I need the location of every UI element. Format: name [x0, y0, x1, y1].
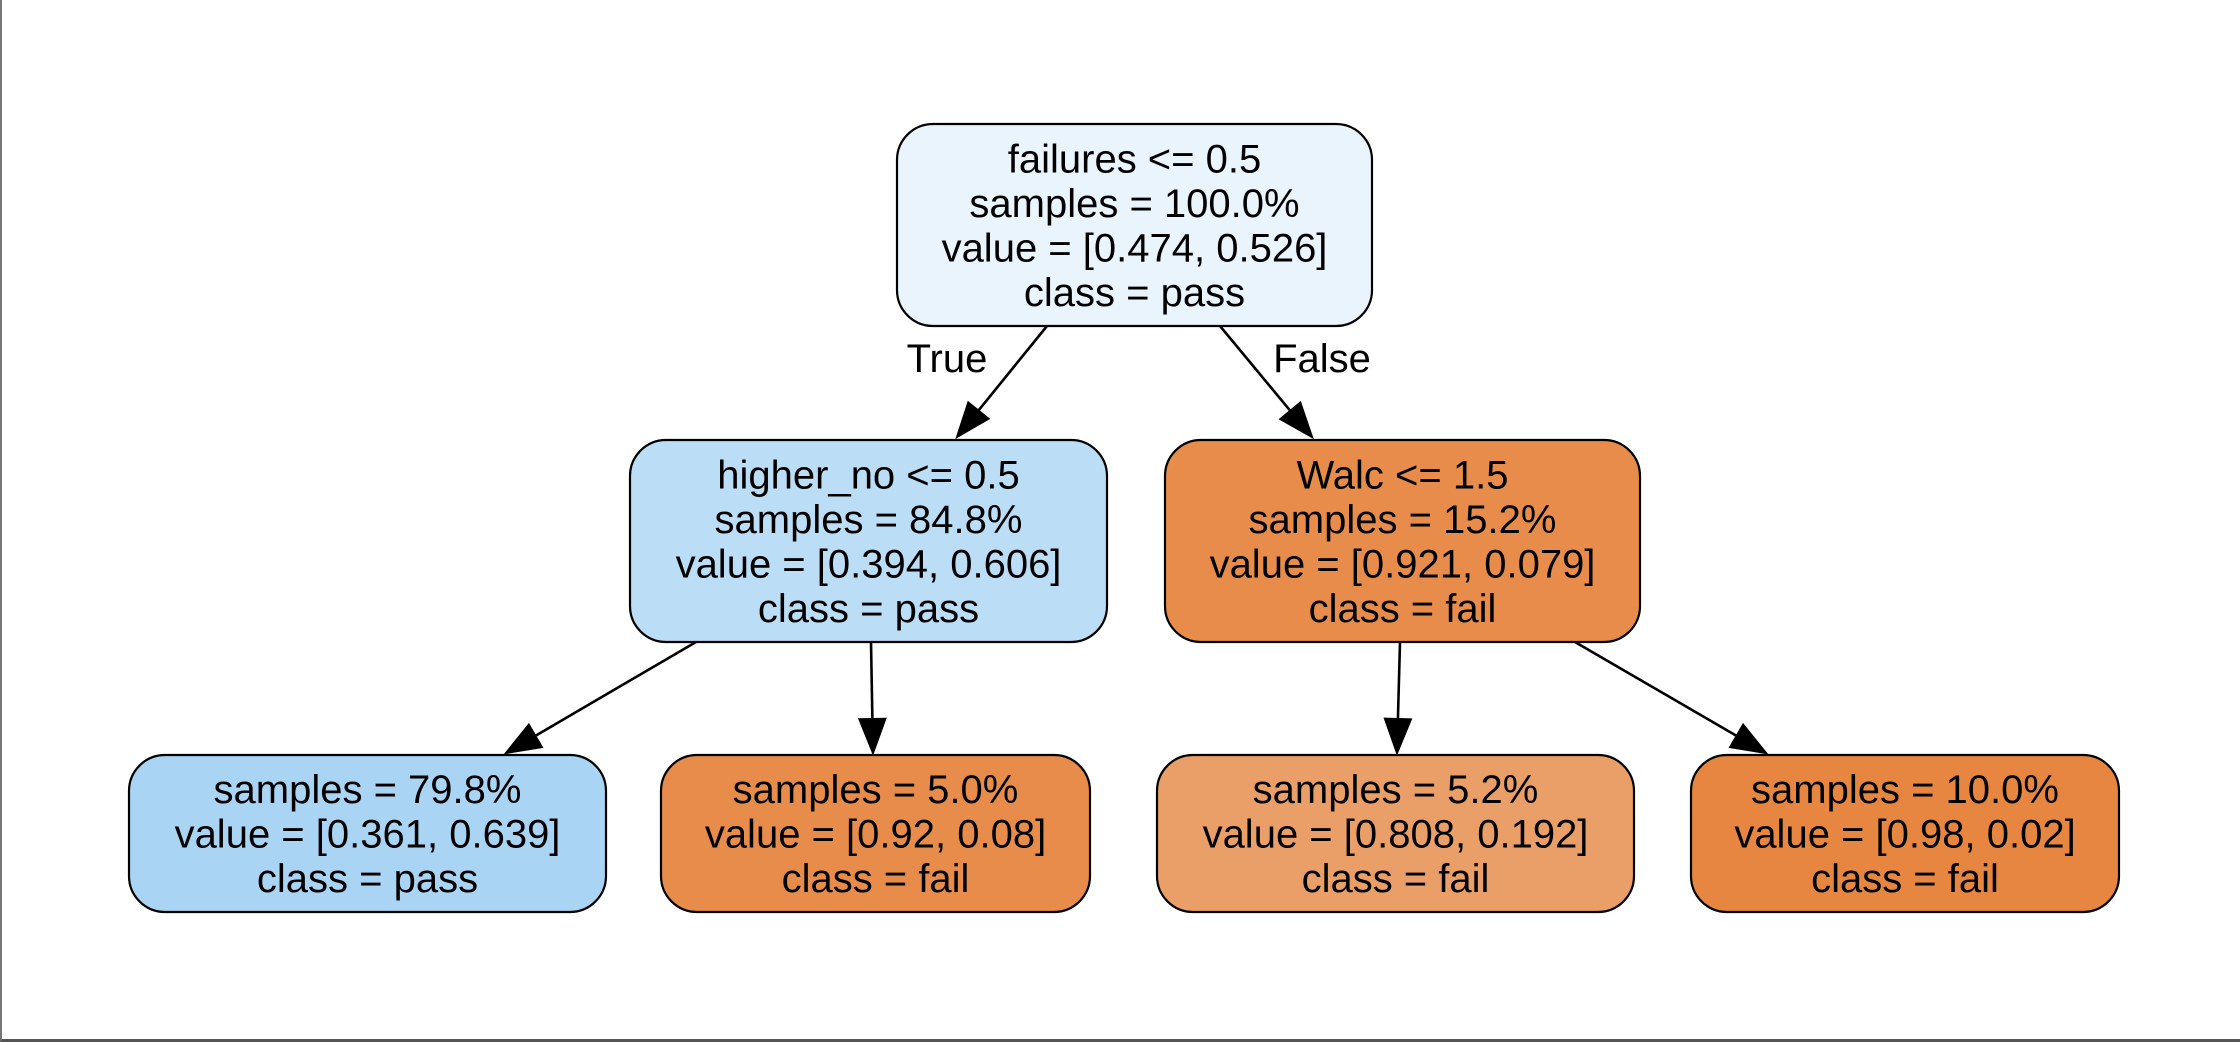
node-line: samples = 15.2% — [1249, 498, 1557, 542]
node-line: class = fail — [1309, 587, 1497, 631]
arrowhead — [503, 722, 544, 755]
node-box — [1689, 753, 2121, 914]
tree-edge — [1383, 641, 1413, 756]
node-line: class = fail — [1302, 857, 1490, 901]
node-line: value = [0.808, 0.192] — [1203, 813, 1589, 857]
node-line: class = pass — [1024, 271, 1245, 315]
node-line: value = [0.394, 0.606] — [676, 542, 1062, 586]
node-box — [659, 753, 1092, 914]
node-line: samples = 84.8% — [715, 498, 1023, 542]
node-line: samples = 5.2% — [1253, 768, 1539, 812]
tree-edge: False — [1218, 325, 1371, 440]
node-line: value = [0.361, 0.639] — [175, 813, 561, 857]
node-line: value = [0.474, 0.526] — [942, 226, 1328, 270]
edge-line — [1218, 325, 1292, 412]
node-box — [628, 438, 1109, 644]
node-line: failures <= 0.5 — [1008, 137, 1262, 181]
node-line: Walc <= 1.5 — [1297, 453, 1509, 497]
tree-edge — [1574, 640, 1769, 755]
arrowhead — [1728, 722, 1769, 755]
tree-edge: True — [907, 325, 1049, 440]
node-line: class = fail — [782, 857, 970, 901]
node-box — [1163, 438, 1642, 644]
node-line: samples = 10.0% — [1751, 768, 2059, 812]
node-box — [895, 122, 1374, 328]
edge-line — [1574, 640, 1738, 738]
node-line: class = fail — [1811, 857, 1999, 901]
edge-line — [1396, 641, 1402, 720]
node-line: value = [0.98, 0.02] — [1734, 813, 2075, 857]
arrowhead — [857, 717, 887, 756]
edge-label: True — [907, 337, 988, 381]
tree-node: samples = 10.0%value = [0.98, 0.02]class… — [1689, 753, 2121, 914]
node-line: class = pass — [758, 587, 979, 631]
node-line: class = pass — [257, 857, 478, 901]
edge-line — [869, 641, 874, 720]
node-box — [127, 753, 608, 914]
node-line: higher_no <= 0.5 — [717, 453, 1019, 497]
arrowhead — [955, 400, 991, 440]
arrowhead — [1278, 400, 1314, 440]
edge-label: False — [1273, 337, 1371, 381]
edge-line — [534, 640, 697, 737]
node-line: samples = 5.0% — [733, 768, 1019, 812]
node-line: value = [0.921, 0.079] — [1210, 542, 1596, 586]
node-box — [1155, 753, 1636, 914]
tree-node: samples = 5.0%value = [0.92, 0.08]class … — [659, 753, 1092, 914]
node-line: samples = 79.8% — [214, 768, 522, 812]
tree-node: samples = 79.8%value = [0.361, 0.639]cla… — [127, 753, 608, 914]
tree-edge — [503, 640, 697, 755]
node-line: samples = 100.0% — [969, 182, 1299, 226]
tree-node: samples = 5.2%value = [0.808, 0.192]clas… — [1155, 753, 1636, 914]
edges-layer: True False — [503, 325, 1769, 756]
arrowhead — [1383, 717, 1413, 756]
node-line: value = [0.92, 0.08] — [705, 813, 1046, 857]
edge-line — [977, 325, 1049, 412]
tree-edge — [857, 641, 887, 756]
